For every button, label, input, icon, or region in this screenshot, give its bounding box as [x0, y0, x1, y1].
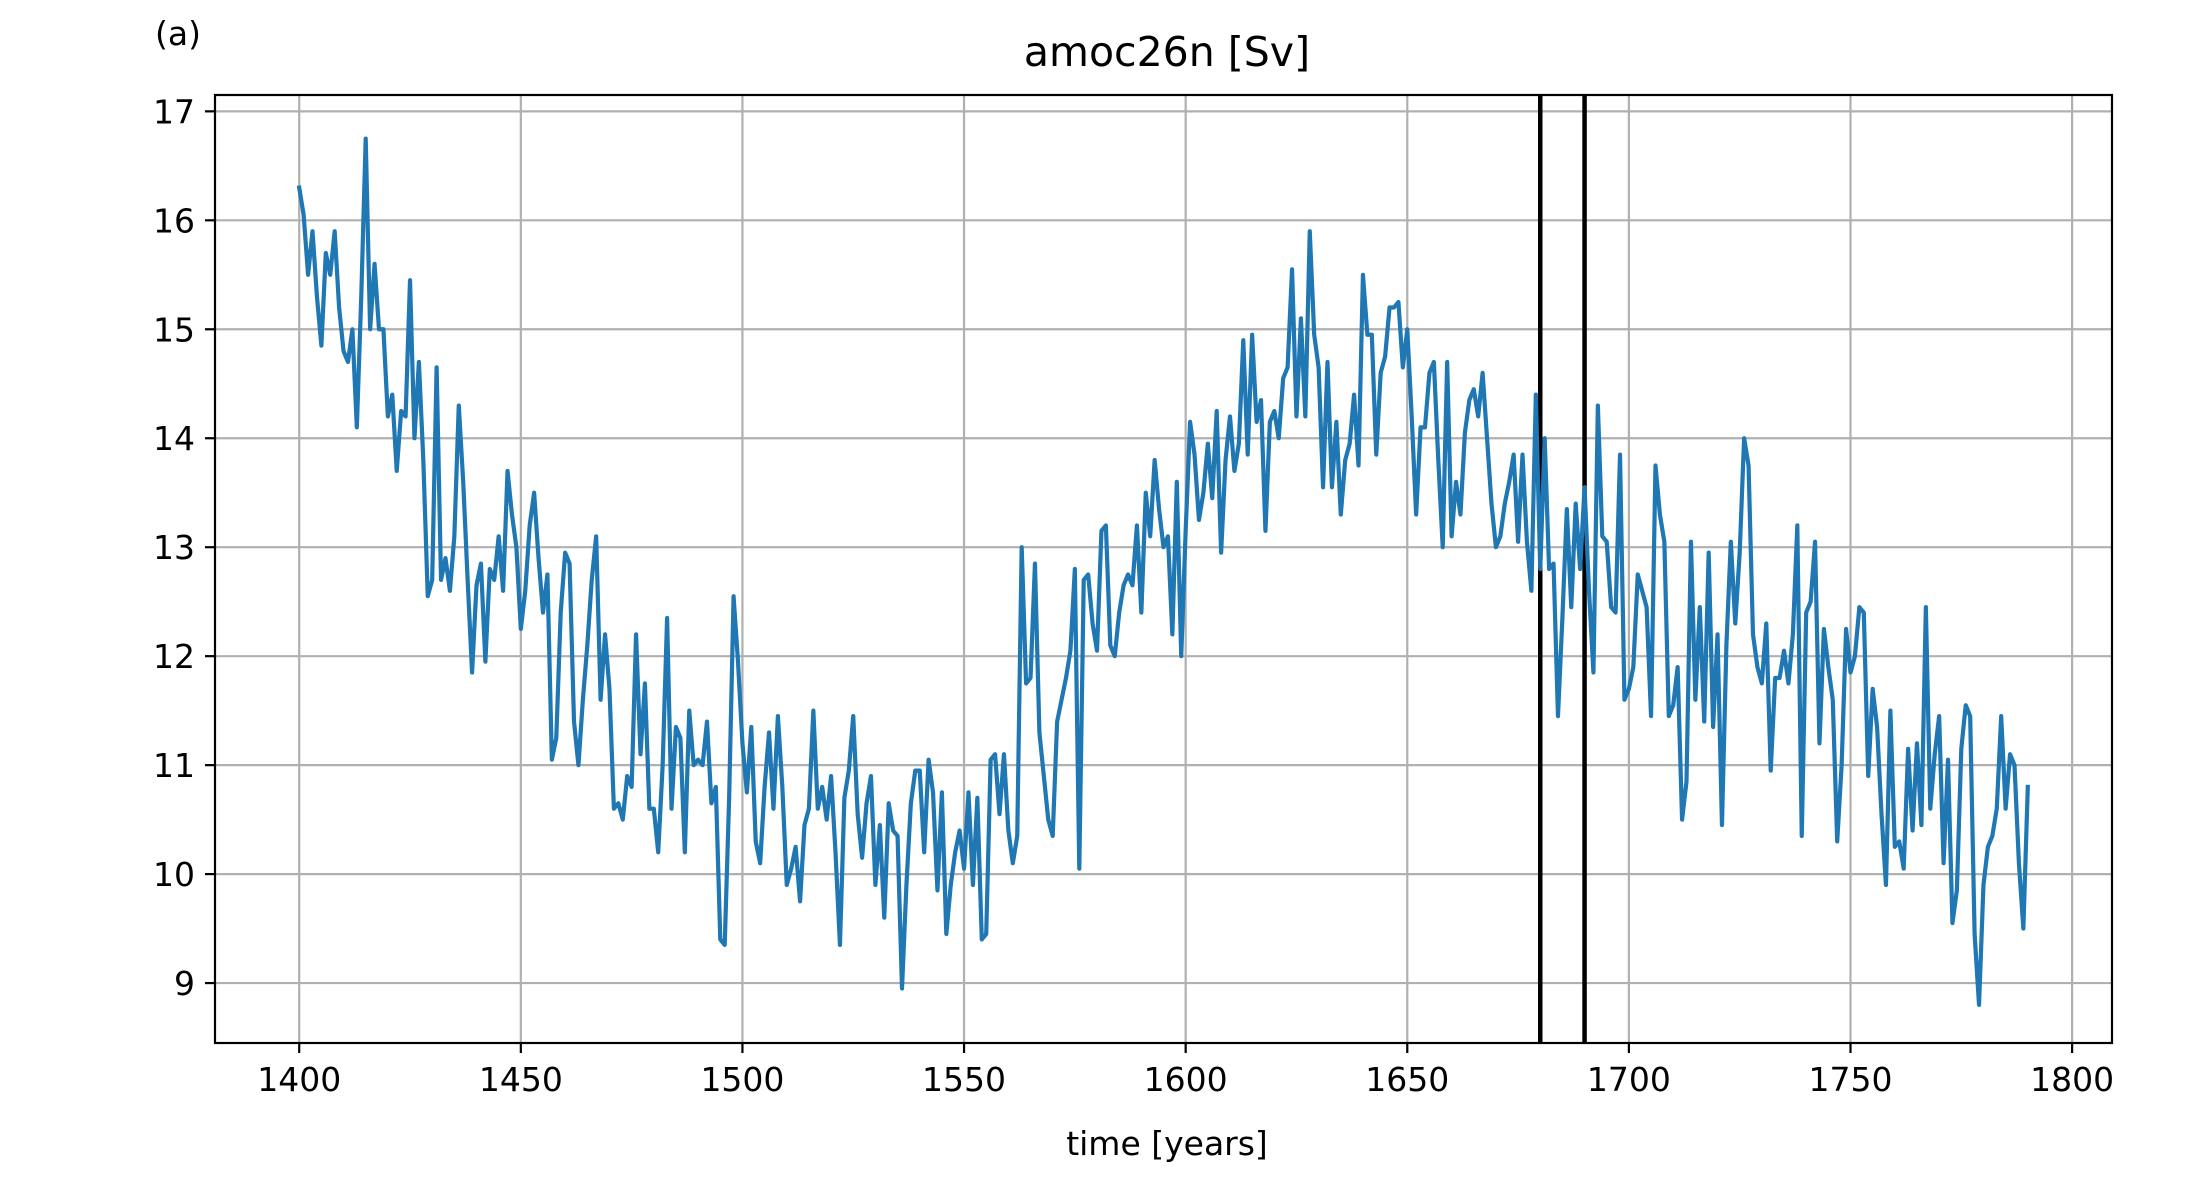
x-tick-label: 1500	[700, 1060, 784, 1099]
y-tick-label: 14	[153, 419, 195, 458]
x-tick-label: 1650	[1365, 1060, 1449, 1099]
chart-title: amoc26n [Sv]	[1024, 28, 1310, 76]
y-tick-label: 12	[153, 637, 195, 676]
plot-frame	[213, 93, 2114, 1045]
x-axis-label: time [years]	[1066, 1124, 1268, 1163]
x-tick-label: 1750	[1809, 1060, 1893, 1099]
panel-label: (a)	[155, 14, 201, 53]
x-tick-label: 1800	[2030, 1060, 2114, 1099]
y-tick-label: 13	[153, 528, 195, 567]
y-tick-label: 15	[153, 310, 195, 349]
y-tick-label: 16	[153, 201, 195, 240]
x-tick-label: 1550	[922, 1060, 1006, 1099]
x-axis: 1400 1450 1500 1550 1600 1650 1700 1750 1800	[257, 1043, 2114, 1099]
series-line-amoc26n	[296, 136, 2030, 1007]
y-tick-label: 10	[153, 855, 195, 894]
y-tick-label: 9	[174, 964, 195, 1003]
x-tick-label: 1600	[1144, 1060, 1228, 1099]
x-tick-label: 1700	[1587, 1060, 1671, 1099]
y-tick-label: 11	[153, 746, 195, 785]
y-tick-label: 17	[153, 92, 195, 131]
x-tick-label: 1450	[479, 1060, 563, 1099]
y-axis: 9 10 11 12 13 14 15 16 17	[153, 92, 215, 1003]
x-tick-label: 1400	[257, 1060, 341, 1099]
